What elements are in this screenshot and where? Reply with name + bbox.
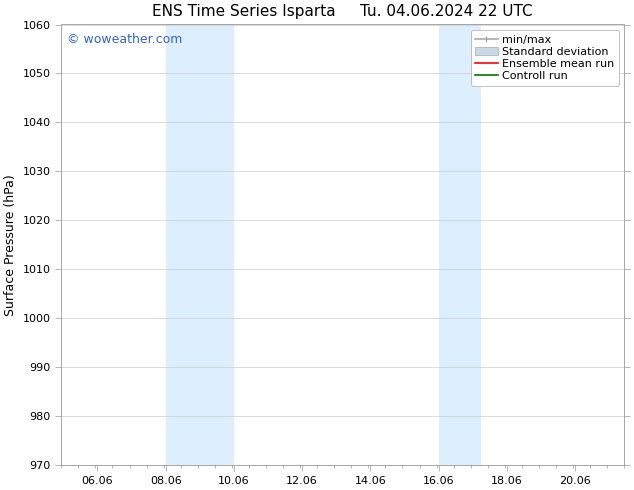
Y-axis label: Surface Pressure (hPa): Surface Pressure (hPa) [4, 174, 17, 316]
Title: ENS Time Series Isparta     Tu. 04.06.2024 22 UTC: ENS Time Series Isparta Tu. 04.06.2024 2… [152, 4, 533, 19]
Bar [439, 24, 481, 465]
Text: © woweather.com: © woweather.com [67, 33, 182, 47]
Legend: min/max, Standard deviation, Ensemble mean run, Controll run: min/max, Standard deviation, Ensemble me… [471, 30, 619, 86]
Bar [165, 24, 234, 465]
